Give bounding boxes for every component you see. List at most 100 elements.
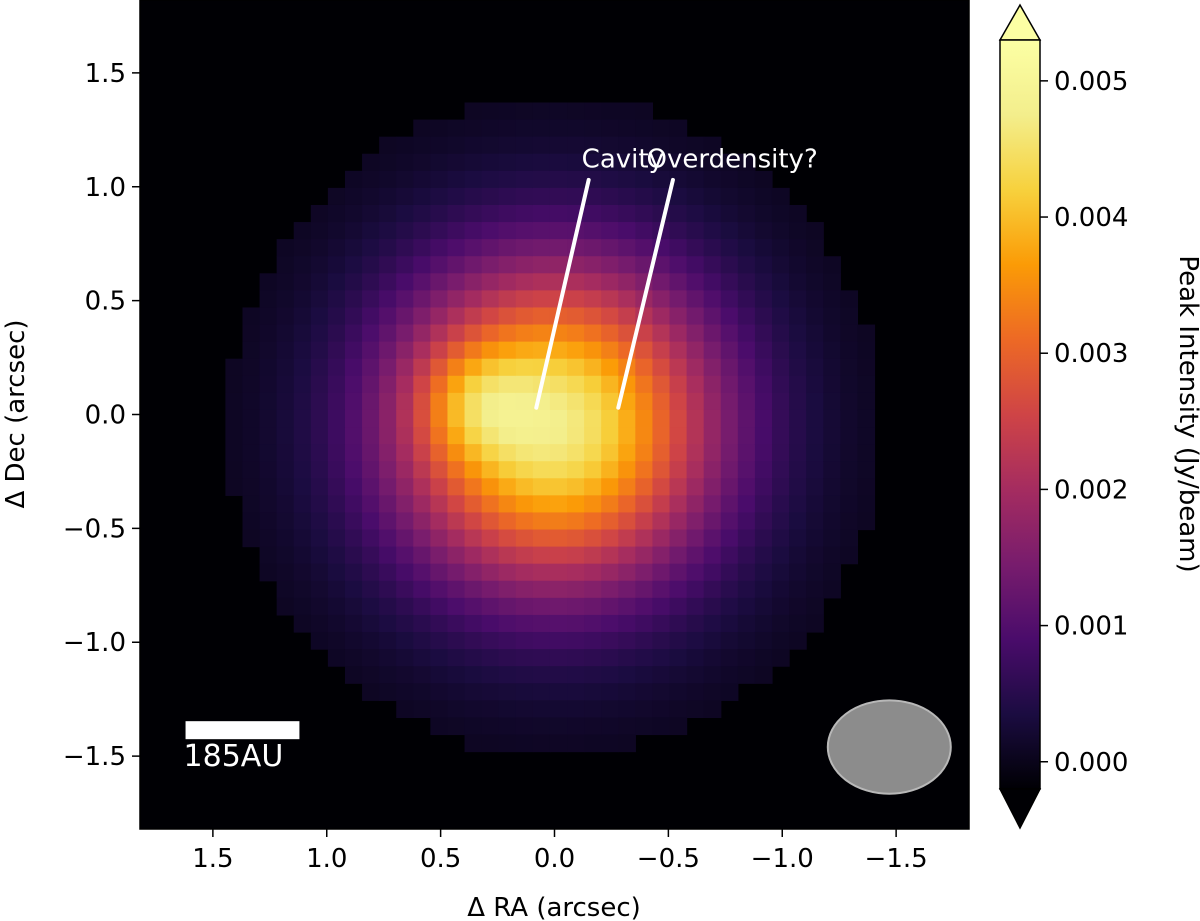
y-axis: −1.5 −1.0 −0.5 0.0 0.5 1.0 1.5 xyxy=(63,59,140,772)
heatmap-cell xyxy=(601,512,619,531)
heatmap-cell xyxy=(754,341,773,360)
heatmap-cell xyxy=(379,580,397,599)
heatmap-cell xyxy=(379,614,397,633)
heatmap-cell xyxy=(344,546,363,565)
heatmap-cell xyxy=(669,409,688,428)
heatmap-cell xyxy=(549,222,568,240)
heatmap-cell xyxy=(737,290,756,309)
heatmap-cell xyxy=(584,717,602,736)
heatmap-cell xyxy=(686,512,705,531)
heatmap-cell xyxy=(635,187,654,206)
scale-bar xyxy=(185,721,300,740)
heatmap-cell xyxy=(601,273,619,291)
heatmap-cell xyxy=(413,683,431,701)
heatmap-cell xyxy=(737,529,756,548)
beam-ellipse xyxy=(826,699,952,795)
heatmap-cell xyxy=(447,631,466,650)
heatmap-cell xyxy=(430,717,449,736)
heatmap-cell xyxy=(720,204,739,223)
heatmap-cell xyxy=(549,478,568,496)
heatmap-cell xyxy=(823,358,841,377)
heatmap-cell xyxy=(396,256,414,274)
heatmap-cell xyxy=(857,358,876,377)
heatmap-cell xyxy=(823,580,841,599)
heatmap-cell xyxy=(584,375,602,394)
heatmap-cell xyxy=(498,614,517,633)
heatmap-cell xyxy=(652,700,671,719)
heatmap-cell xyxy=(481,546,500,565)
heatmap-cell xyxy=(464,375,483,394)
heatmap-cell xyxy=(225,444,244,462)
heatmap-cell xyxy=(430,273,449,291)
heatmap-cell xyxy=(584,136,602,155)
heatmap-cell xyxy=(720,187,739,206)
heatmap-cell xyxy=(635,478,654,496)
heatmap-cell xyxy=(823,512,841,531)
colorbar-extend-top xyxy=(998,3,1042,41)
heatmap-cell xyxy=(276,256,295,274)
heatmap-cell xyxy=(259,427,278,445)
heatmap-cell xyxy=(703,546,722,565)
heatmap-cell xyxy=(567,512,585,531)
heatmap-cell xyxy=(635,529,654,548)
heatmap-cell xyxy=(498,290,517,309)
heatmap-cell xyxy=(754,324,773,343)
heatmap-cell xyxy=(669,563,688,582)
heatmap-cell xyxy=(806,273,824,291)
heatmap-cell xyxy=(549,358,568,377)
heatmap-cell xyxy=(430,358,449,377)
heatmap-cell xyxy=(481,358,500,377)
heatmap-cell xyxy=(293,409,312,428)
heatmap-cell xyxy=(549,119,568,138)
heatmap-cell xyxy=(754,529,773,548)
heatmap-cell xyxy=(567,444,585,462)
heatmap-cell xyxy=(703,324,722,343)
heatmap-cell xyxy=(515,631,534,650)
heatmap-cell xyxy=(789,597,807,616)
heatmap-cell xyxy=(430,478,449,496)
heatmap-cell xyxy=(549,187,568,206)
heatmap-cell xyxy=(584,307,602,326)
heatmap-cell xyxy=(840,495,859,514)
heatmap-cell xyxy=(549,614,568,633)
heatmap-cell xyxy=(686,649,705,667)
heatmap-cell xyxy=(396,341,414,360)
heatmap-cell xyxy=(754,631,773,650)
heatmap-cell xyxy=(652,273,671,291)
heatmap-cell xyxy=(447,427,466,445)
heatmap-cell xyxy=(396,136,414,155)
heatmap-cell xyxy=(276,324,295,343)
heatmap-cell xyxy=(447,358,466,377)
heatmap-cell xyxy=(652,256,671,274)
heatmap-cell xyxy=(362,478,380,496)
heatmap-cell xyxy=(396,392,414,411)
heatmap-cell xyxy=(789,204,807,223)
heatmap-cell xyxy=(806,461,824,479)
heatmap-cell xyxy=(515,683,534,701)
heatmap-cell xyxy=(652,580,671,599)
heatmap-cell xyxy=(618,683,636,701)
heatmap-cell xyxy=(584,546,602,565)
heatmap-cell xyxy=(720,222,739,240)
heatmap-cell xyxy=(515,597,534,616)
y-tick-label: −1.0 xyxy=(63,628,126,658)
heatmap-cell xyxy=(293,529,312,548)
heatmap-cell xyxy=(789,614,807,633)
heatmap-cell xyxy=(601,649,619,667)
heatmap-cell xyxy=(413,170,431,189)
heatmap-cell xyxy=(259,478,278,496)
heatmap-cell xyxy=(344,341,363,360)
heatmap-cell xyxy=(344,273,363,291)
heatmap-cell xyxy=(789,324,807,343)
heatmap-cell xyxy=(532,324,551,343)
heatmap-cell xyxy=(618,700,636,719)
heatmap-cell xyxy=(362,153,380,172)
heatmap-cell xyxy=(754,580,773,599)
heatmap-cell xyxy=(413,392,431,411)
heatmap-cell xyxy=(310,324,329,343)
heatmap-cell xyxy=(567,153,585,172)
heatmap-cell xyxy=(259,444,278,462)
heatmap-cell xyxy=(532,478,551,496)
heatmap-cell xyxy=(276,290,295,309)
heatmap-cell xyxy=(413,478,431,496)
